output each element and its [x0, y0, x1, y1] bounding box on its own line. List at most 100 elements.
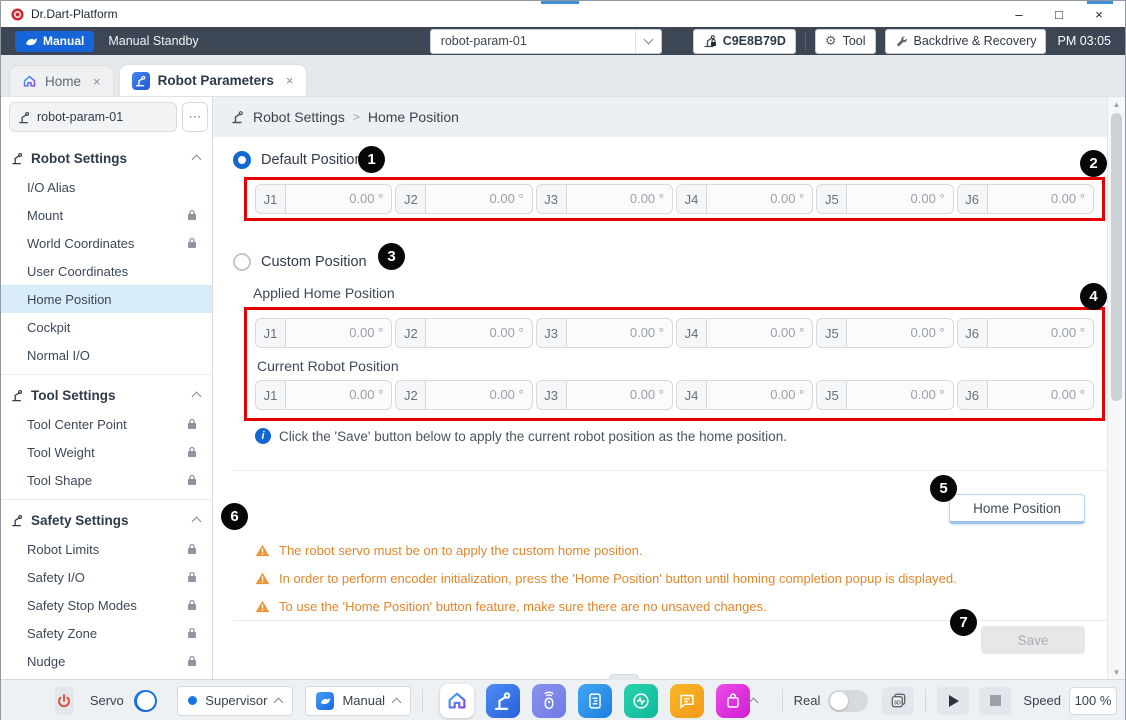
- warning-row: To use the 'Home Position' button featur…: [255, 592, 1107, 620]
- joint-field-j5[interactable]: J5 0.00 °: [816, 184, 954, 214]
- joint-field-j4[interactable]: J4 0.00 °: [675, 184, 814, 214]
- tool-button[interactable]: ⚙ Tool: [814, 28, 876, 54]
- tab-robot-parameters[interactable]: Robot Parameters ×: [119, 65, 306, 96]
- sidebar-item-home-position[interactable]: Home Position: [1, 285, 212, 313]
- sidebar-item-robot-limits[interactable]: Robot Limits: [1, 535, 212, 563]
- joint-label: J2: [396, 185, 427, 213]
- joint-field-j1[interactable]: J1 0.00 °: [255, 318, 393, 348]
- lock-icon: [186, 474, 198, 486]
- sidebar-item-tool-shape[interactable]: Tool Shape: [1, 466, 212, 494]
- power-icon: [58, 693, 71, 707]
- jog-remote-app-icon[interactable]: [531, 683, 566, 718]
- sidebar: robot-param-01 ⋯ Robot Settings I/O Alias…: [1, 97, 213, 679]
- warning-list: The robot servo must be on to apply the …: [255, 536, 1107, 620]
- sidebar-item-safety-stop-modes[interactable]: Safety Stop Modes: [1, 591, 212, 619]
- robot-params-app-icon[interactable]: [485, 683, 520, 718]
- vertical-scrollbar[interactable]: ▲ ▼: [1107, 97, 1125, 679]
- play-button[interactable]: [937, 686, 970, 715]
- sidebar-section-robot-settings[interactable]: Robot Settings: [1, 143, 212, 173]
- joint-field-j6[interactable]: J6 0.00 °: [956, 380, 1094, 410]
- sidebar-item-label: Cockpit: [27, 319, 71, 335]
- joint-value: 0.00 °: [349, 387, 384, 402]
- title-bar: Dr.Dart-Platform – □ ×: [1, 1, 1125, 27]
- real-toggle[interactable]: [828, 689, 869, 712]
- joint-field-j5[interactable]: J5 0.00 °: [816, 318, 954, 348]
- joint-field-j3[interactable]: J3 0.00 °: [535, 184, 673, 214]
- minimize-icon[interactable]: –: [1015, 6, 1023, 22]
- sidebar-item-safety-zone[interactable]: Safety Zone: [1, 619, 212, 647]
- sidebar-item-mount[interactable]: Mount: [1, 201, 212, 229]
- joint-field-j6[interactable]: J6 0.00 °: [956, 184, 1094, 214]
- save-button[interactable]: Save: [981, 626, 1085, 654]
- sidebar-item-cockpit[interactable]: Cockpit: [1, 313, 212, 341]
- joint-field-j3[interactable]: J3 0.00 °: [535, 380, 673, 410]
- param-file-select[interactable]: robot-param-01: [429, 28, 662, 54]
- sidebar-section-tool-settings[interactable]: Tool Settings: [1, 380, 212, 410]
- joint-field-j2[interactable]: J2 0.00 °: [395, 380, 533, 410]
- lock-icon: [186, 209, 198, 221]
- servo-toggle[interactable]: [133, 689, 158, 712]
- sidebar-item-tool-weight[interactable]: Tool Weight: [1, 438, 212, 466]
- robot-arm-icon: [11, 389, 24, 402]
- task-document-app-icon[interactable]: [577, 683, 612, 718]
- joint-field-j4[interactable]: J4 0.00 °: [675, 318, 814, 348]
- warning-row: In order to perform encoder initializati…: [255, 564, 1107, 592]
- home-position-button[interactable]: Home Position: [949, 494, 1085, 524]
- power-button[interactable]: [55, 686, 74, 715]
- message-app-icon[interactable]: [669, 683, 704, 718]
- joint-field-j4[interactable]: J4 0.00 °: [675, 380, 814, 410]
- sidebar-item-user-coordinates[interactable]: User Coordinates: [1, 257, 212, 285]
- default-position-radio[interactable]: [233, 151, 251, 169]
- sidebar-item-normal-i-o[interactable]: Normal I/O: [1, 341, 212, 369]
- joint-field-j6[interactable]: J6 0.00 °: [956, 318, 1094, 348]
- tab-home[interactable]: Home ×: [9, 65, 114, 96]
- store-app-icon[interactable]: [715, 683, 750, 718]
- joint-field-j5[interactable]: J5 0.00 °: [816, 380, 954, 410]
- annotation-frame-2: J1 0.00 ° J2 0.00 ° J3 0.00 ° J4 0.00 ° J5 0.00 °…: [244, 307, 1105, 421]
- joint-label: J3: [536, 185, 567, 213]
- sidebar-item-world-coordinates[interactable]: World Coordinates: [1, 229, 212, 257]
- backdrive-recovery-button[interactable]: Backdrive & Recovery: [884, 28, 1047, 54]
- chevron-up-icon: [191, 391, 202, 402]
- sidebar-item-safety-i-o[interactable]: Safety I/O: [1, 563, 212, 591]
- joint-label: J5: [817, 381, 848, 409]
- monitoring-app-icon[interactable]: [623, 683, 658, 718]
- more-options-button[interactable]: ⋯: [182, 102, 208, 132]
- joint-label: J2: [396, 381, 427, 409]
- joint-field-j2[interactable]: J2 0.00 °: [395, 184, 533, 214]
- manual-mode-button[interactable]: Manual: [15, 30, 95, 52]
- custom-position-radio[interactable]: [233, 253, 251, 271]
- robot-serial-button[interactable]: C9E8B79D: [692, 28, 796, 54]
- joint-label: J6: [957, 319, 988, 347]
- scroll-down-icon[interactable]: ▼: [1112, 667, 1121, 677]
- view-3d-icon[interactable]: 3D: [882, 686, 915, 715]
- breadcrumb-parent[interactable]: Robot Settings: [253, 109, 345, 125]
- dock-handle[interactable]: [609, 674, 639, 680]
- scrollbar-thumb[interactable]: [1111, 113, 1122, 401]
- stop-button[interactable]: [979, 686, 1012, 715]
- joint-field-j2[interactable]: J2 0.00 °: [395, 318, 533, 348]
- role-dropdown[interactable]: Supervisor: [177, 685, 294, 716]
- joint-field-j1[interactable]: J1 0.00 °: [255, 380, 393, 410]
- speed-value[interactable]: 100 %: [1069, 686, 1118, 715]
- sidebar-section-safety-settings[interactable]: Safety Settings: [1, 505, 212, 535]
- status-dot-icon: [188, 696, 198, 705]
- scroll-up-icon[interactable]: ▲: [1112, 99, 1121, 109]
- sidebar-section-label: Tool Settings: [31, 387, 116, 403]
- close-icon[interactable]: ×: [1095, 6, 1103, 22]
- sidebar-item-nudge[interactable]: Nudge: [1, 647, 212, 675]
- breadcrumb-separator: >: [352, 110, 360, 124]
- close-icon[interactable]: ×: [285, 73, 294, 88]
- sidebar-item-tool-center-point[interactable]: Tool Center Point: [1, 410, 212, 438]
- tab-bar: Home × Robot Parameters ×: [1, 55, 1125, 97]
- sidebar-item-i-o-alias[interactable]: I/O Alias: [1, 173, 212, 201]
- mode-dropdown[interactable]: Manual: [305, 685, 412, 716]
- lock-icon: [186, 543, 198, 555]
- joint-field-j1[interactable]: J1 0.00 °: [255, 184, 393, 214]
- joint-field-j3[interactable]: J3 0.00 °: [535, 318, 673, 348]
- close-icon[interactable]: ×: [93, 73, 101, 89]
- lock-icon: [186, 599, 198, 611]
- maximize-icon[interactable]: □: [1055, 6, 1063, 22]
- home-app-icon[interactable]: [439, 683, 474, 718]
- dock-collapse-icon[interactable]: [748, 697, 759, 707]
